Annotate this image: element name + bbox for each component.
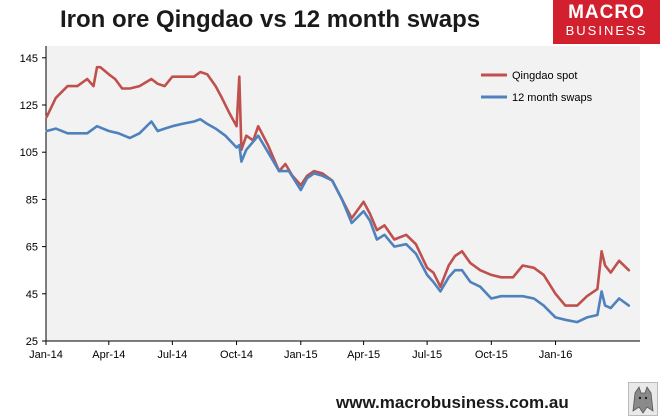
- wolf-logo-icon: [628, 382, 658, 416]
- series-line-qingdao-spot: [45, 65, 631, 307]
- x-axis-ticks: Jan-14 Apr-14 Jul-14 Oct-14 Jan-15 Apr-15 Jul-…: [29, 341, 572, 361]
- x-tick-label: Jan-16: [539, 349, 573, 361]
- website-url[interactable]: www.macrobusiness.com.au: [336, 393, 569, 412]
- x-tick-label: Oct-15: [475, 349, 508, 361]
- y-tick-label: 25: [26, 336, 38, 348]
- x-tick-label: Oct-14: [220, 349, 253, 361]
- y-axis-ticks: 25 45 65 85 105 125 145: [20, 53, 46, 348]
- x-tick-label: Jul-14: [157, 349, 187, 361]
- legend-label: 12 month swaps: [512, 92, 593, 104]
- y-tick-label: 125: [20, 100, 38, 112]
- y-tick-label: 65: [26, 242, 38, 254]
- x-tick-label: Jul-15: [412, 349, 442, 361]
- y-tick-label: 145: [20, 53, 38, 65]
- series-line-12-month-swaps: [45, 117, 631, 324]
- macrobusiness-logo: MACRO BUSINESS: [553, 0, 660, 44]
- y-tick-label: 45: [26, 289, 38, 301]
- legend-label: Qingdao spot: [512, 70, 577, 82]
- y-tick-label: 105: [20, 147, 38, 159]
- logo-line-2: BUSINESS: [565, 23, 648, 38]
- chart-title: Iron ore Qingdao vs 12 month swaps: [60, 6, 481, 33]
- y-tick-label: 85: [26, 194, 38, 206]
- x-tick-label: Apr-15: [347, 349, 380, 361]
- x-tick-label: Apr-14: [92, 349, 125, 361]
- x-tick-label: Jan-15: [284, 349, 318, 361]
- x-tick-label: Jan-14: [29, 349, 63, 361]
- logo-line-1: MACRO: [568, 2, 645, 23]
- plot-area: [46, 46, 640, 341]
- series-layer: [45, 65, 631, 324]
- legend: Qingdao spot 12 month swaps: [481, 70, 593, 104]
